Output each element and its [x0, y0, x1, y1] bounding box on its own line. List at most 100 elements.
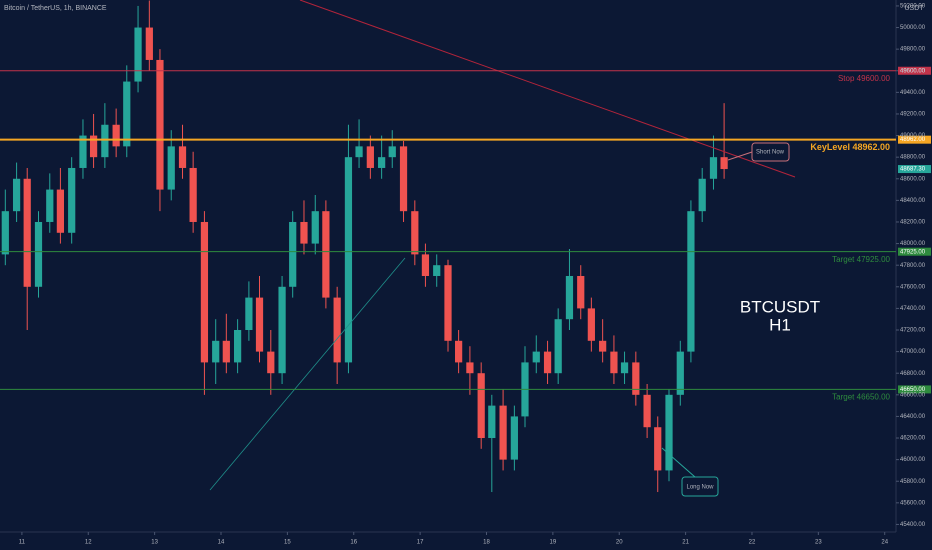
x-tick-label: 11	[19, 540, 26, 546]
candle-body	[676, 351, 684, 395]
y-tick-label: 46400.00	[900, 414, 926, 420]
candle-body	[687, 211, 695, 352]
callout-text: Short Now	[756, 150, 785, 156]
candle-body	[245, 297, 253, 331]
y-tick-label: 50000.00	[900, 25, 926, 31]
last-price-label: 48687.30	[900, 167, 926, 173]
timeframe-label: H1	[769, 315, 791, 334]
candle-body	[200, 221, 209, 363]
candle-body	[421, 254, 430, 276]
candle-body	[68, 167, 76, 233]
candle-body	[466, 362, 474, 374]
candle-body	[311, 211, 319, 244]
candle-body	[333, 297, 341, 363]
x-tick-label: 23	[815, 540, 822, 546]
candle-body	[1, 211, 9, 255]
y-tick-label: 47200.00	[900, 328, 926, 334]
trend-line	[209, 257, 406, 491]
x-tick-label: 18	[483, 540, 490, 546]
currency-label: USDT	[904, 5, 924, 12]
y-tick-label: 46600.00	[900, 392, 926, 398]
y-tick-label: 45400.00	[900, 522, 926, 528]
callout-box	[681, 476, 719, 497]
x-tick-label: 22	[749, 540, 756, 546]
levels: Stop 49600.00 49600.00 KeyLevel 48962.00 48…	[0, 66, 931, 402]
y-tick-label: 46000.00	[900, 457, 926, 463]
level-label: Stop 49600.00	[838, 74, 891, 83]
candle-body	[388, 146, 396, 158]
candle-body	[222, 340, 230, 363]
level-label: Target 46650.00	[832, 393, 890, 402]
candle-body	[599, 340, 607, 352]
y-tick-label: 50200.00	[900, 4, 926, 10]
callout-text: Long Now	[686, 485, 714, 491]
candle-body	[399, 146, 408, 212]
level-tag: 46650.00	[900, 387, 926, 393]
chart-title: Bitcoin / TetherUS, 1h, BINANCE	[4, 5, 107, 12]
callout-pointer	[661, 447, 696, 478]
x-tick-label: 20	[616, 540, 623, 546]
candle-body	[134, 27, 142, 82]
x-tick-label: 17	[417, 540, 424, 546]
candle-body	[433, 265, 441, 276]
candle-body	[477, 373, 485, 439]
x-tick-label: 21	[682, 540, 689, 546]
candles	[1, 0, 728, 493]
candle-body	[322, 211, 330, 298]
x-tick-label: 16	[350, 540, 357, 546]
candle-body	[366, 146, 374, 168]
candle-body	[34, 221, 43, 287]
x-tick-label: 13	[151, 540, 158, 546]
candle-body	[665, 394, 673, 471]
candle-body	[554, 319, 562, 374]
level-tag: 49600.00	[900, 68, 926, 74]
y-tick-label: 48400.00	[900, 198, 926, 204]
y-tick-label: 45600.00	[900, 500, 926, 506]
y-tick-label: 47400.00	[900, 306, 926, 312]
candle-body	[632, 362, 640, 395]
candle-body	[532, 351, 540, 363]
candle-body	[577, 275, 585, 309]
callout-box	[751, 142, 790, 162]
candle-body	[289, 221, 297, 287]
last-price-bg	[898, 165, 931, 174]
y-tick-label: 49800.00	[900, 47, 926, 53]
y-tick-label: 49200.00	[900, 112, 926, 118]
candle-body	[300, 221, 308, 244]
level-tag-bg	[898, 66, 931, 75]
candle-body	[378, 157, 386, 168]
candle-body	[212, 340, 220, 363]
candle-body	[344, 157, 353, 363]
candle-body	[587, 308, 595, 341]
candle-body	[620, 362, 629, 374]
y-tick-label: 47000.00	[900, 349, 926, 355]
y-tick-label: 49400.00	[900, 90, 926, 96]
candle-body	[233, 330, 242, 363]
candle-body	[698, 178, 706, 212]
y-tick-label: 49000.00	[900, 133, 926, 139]
candle-body	[123, 81, 131, 147]
candle-body	[56, 189, 65, 233]
candle-body	[278, 286, 286, 374]
y-tick-label: 46200.00	[900, 436, 926, 442]
candle-body	[355, 146, 363, 158]
x-tick-label: 14	[218, 540, 225, 546]
x-tick-label: 19	[550, 540, 557, 546]
candle-body	[499, 405, 507, 460]
x-tick-label: 15	[284, 540, 291, 546]
candle-body	[46, 189, 54, 222]
candle-body	[89, 135, 98, 158]
candle-body	[610, 351, 618, 374]
level-label: Target 47925.00	[832, 255, 890, 264]
candle-body	[643, 394, 651, 428]
x-tick-label: 24	[881, 540, 888, 546]
candle-body	[720, 157, 728, 170]
y-tick-label: 46800.00	[900, 371, 926, 377]
candle-body	[112, 124, 120, 147]
y-tick-label: 48200.00	[900, 220, 926, 226]
level-tag-bg	[898, 247, 931, 256]
candle-body	[145, 27, 153, 60]
candle-body	[455, 340, 463, 363]
